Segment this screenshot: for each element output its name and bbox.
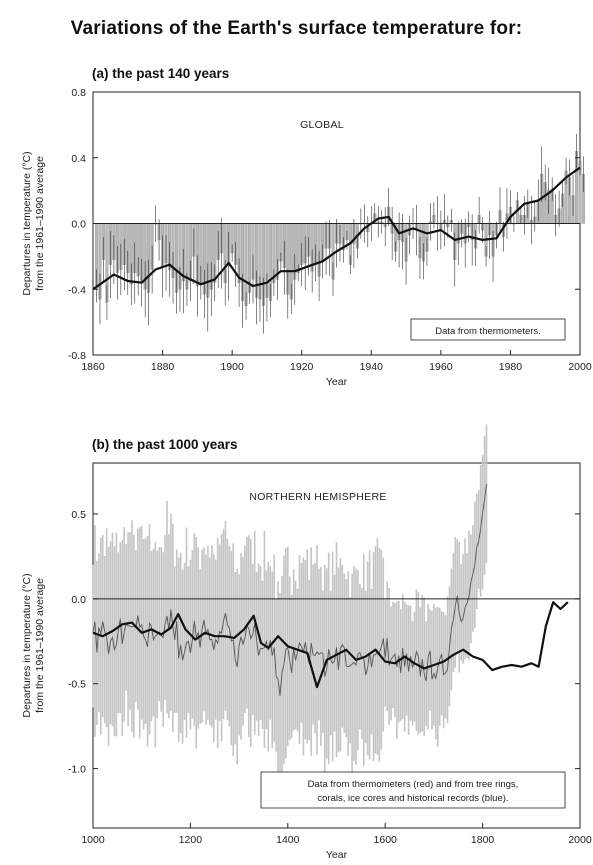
y-axis-label-line1: Departures in temperature (°C) bbox=[21, 151, 33, 295]
x-tick-label: 1980 bbox=[499, 361, 523, 373]
y-axis-label: Departures in temperature (°C) from the 1… bbox=[21, 573, 46, 717]
x-tick-label: 1800 bbox=[471, 834, 495, 846]
y-tick-label: 0.4 bbox=[71, 153, 86, 165]
region-label: GLOBAL bbox=[300, 119, 344, 131]
x-tick-label: 1860 bbox=[81, 361, 105, 373]
x-tick-label: 1900 bbox=[220, 361, 244, 373]
annotation-box bbox=[410, 318, 566, 341]
x-tick-label: 1200 bbox=[179, 834, 203, 846]
x-tick-label: 1400 bbox=[276, 834, 300, 846]
y-axis-label-line2: from the 1961–1990 average bbox=[34, 578, 46, 713]
annotation-text-line2: corals, ice cores and historical records… bbox=[317, 793, 508, 804]
y-tick-label: 0.5 bbox=[71, 509, 86, 521]
x-axis-label: Year bbox=[326, 849, 348, 861]
x-tick-label: 2000 bbox=[568, 834, 592, 846]
panel-a-chart: 1860 1880 1900 1920 1940 1960 1980 2000 -0.8 -0.4… bbox=[21, 87, 592, 388]
x-tick-label: 1920 bbox=[290, 361, 314, 373]
y-tick-label: 0.0 bbox=[71, 219, 86, 231]
smoothed-curve bbox=[92, 601, 569, 689]
x-tick-label: 1960 bbox=[429, 361, 453, 373]
x-tick-label: 1880 bbox=[151, 361, 175, 373]
annotation-text: Data from thermometers. bbox=[435, 326, 541, 337]
y-axis-label: Departures in temperature (°C) from the 1… bbox=[21, 151, 46, 295]
y-tick-label: -1.0 bbox=[68, 764, 86, 776]
x-tick-label: 1940 bbox=[360, 361, 384, 373]
x-axis-label: Year bbox=[326, 376, 348, 388]
y-tick-label: -0.4 bbox=[68, 284, 86, 296]
page-title: Variations of the Earth's surface temper… bbox=[70, 18, 523, 39]
smoothed-curve bbox=[92, 166, 581, 291]
annotation-box bbox=[260, 771, 566, 809]
x-tick-label: 2000 bbox=[568, 361, 592, 373]
panel-b-title: (b) the past 1000 years bbox=[92, 437, 238, 452]
annotation-text-line1: Data from thermometers (red) and from tr… bbox=[308, 779, 519, 790]
y-tick-label: 0.8 bbox=[71, 87, 86, 99]
y-tick-label: 0.0 bbox=[71, 594, 86, 606]
y-axis-label-line1: Departures in temperature (°C) bbox=[21, 573, 33, 717]
panel-a-title: (a) the past 140 years bbox=[92, 66, 230, 81]
y-tick-label: -0.5 bbox=[68, 679, 86, 691]
y-axis-label-line2: from the 1961–1990 average bbox=[34, 156, 46, 291]
panel-b-chart: 1000 1200 1400 1600 1800 2000 -1.0 -0.5 0.0 0.5 Ye… bbox=[21, 424, 592, 861]
region-label: NORTHERN HEMISPHERE bbox=[249, 491, 386, 503]
x-tick-label: 1600 bbox=[374, 834, 398, 846]
x-tick-label: 1000 bbox=[81, 834, 105, 846]
y-tick-label: -0.8 bbox=[68, 350, 86, 362]
